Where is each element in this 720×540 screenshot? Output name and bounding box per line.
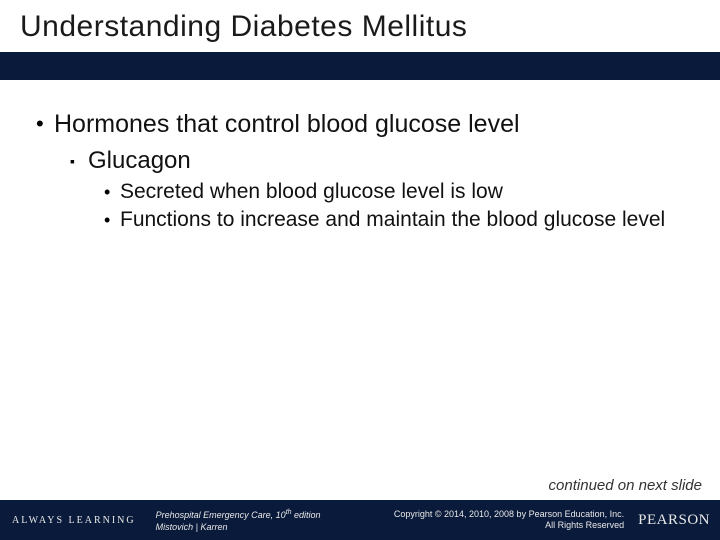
title-area: Understanding Diabetes Mellitus xyxy=(0,0,720,44)
bullet-level-3: • Functions to increase and maintain the… xyxy=(104,206,684,234)
book-authors: Mistovich | Karren xyxy=(156,522,228,532)
bullet-text: Glucagon xyxy=(88,146,191,176)
bullet-level-2: ▪ Glucagon xyxy=(70,146,684,176)
slide-body: • Hormones that control blood glucose le… xyxy=(0,80,720,540)
bullet-level-1: • Hormones that control blood glucose le… xyxy=(36,108,684,140)
copyright-line: Copyright © 2014, 2010, 2008 by Pearson … xyxy=(394,509,624,519)
dot-bullet-icon: • xyxy=(36,108,54,140)
book-title: Prehospital Emergency Care xyxy=(156,510,271,520)
footer-tagline: ALWAYS LEARNING xyxy=(0,515,136,526)
title-underline-bar xyxy=(0,52,720,80)
continued-note: continued on next slide xyxy=(549,477,702,494)
bullet-text: Secreted when blood glucose level is low xyxy=(120,178,503,206)
bullet-level-3: • Secreted when blood glucose level is l… xyxy=(104,178,684,206)
square-bullet-icon: ▪ xyxy=(70,146,88,176)
dot-bullet-icon: • xyxy=(104,206,120,234)
footer-copyright: Copyright © 2014, 2010, 2008 by Pearson … xyxy=(394,509,632,531)
slide-title: Understanding Diabetes Mellitus xyxy=(20,10,700,44)
footer-bar: ALWAYS LEARNING Prehospital Emergency Ca… xyxy=(0,500,720,540)
bullet-text: Hormones that control blood glucose leve… xyxy=(54,108,520,140)
bullet-text: Functions to increase and maintain the b… xyxy=(120,206,665,234)
pearson-logo: PEARSON xyxy=(632,512,720,529)
footer-book-info: Prehospital Emergency Care, 10th edition… xyxy=(136,507,321,533)
rights-line: All Rights Reserved xyxy=(545,520,624,530)
edition-prefix: , 10 xyxy=(271,510,286,520)
slide: Understanding Diabetes Mellitus • Hormon… xyxy=(0,0,720,540)
dot-bullet-icon: • xyxy=(104,178,120,206)
edition-suffix: edition xyxy=(292,510,321,520)
